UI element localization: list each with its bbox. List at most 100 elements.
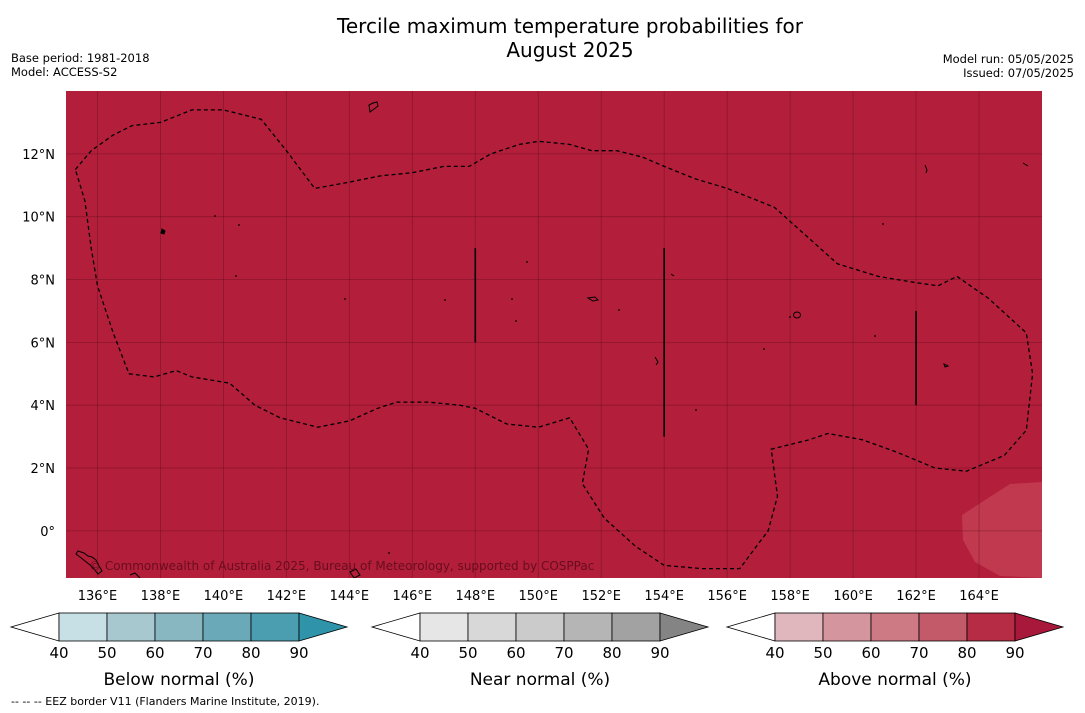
islet-dot (344, 298, 346, 300)
colorbar-segment (774, 612, 824, 642)
islet-dot (388, 552, 390, 554)
x-tick-label: 140°E (204, 589, 244, 604)
x-tick-label: 142°E (267, 589, 307, 604)
chart-title-line-1: Tercile maximum temperature probabilitie… (337, 14, 803, 38)
colorbar-tick-label: 90 (1005, 644, 1024, 662)
islet-dot (511, 298, 513, 300)
islands (75, 101, 1029, 578)
x-tick-label: 164°E (959, 589, 999, 604)
x-tick-label: 138°E (141, 589, 181, 604)
colorbar-segment (870, 612, 920, 642)
x-axis: 136°E 138°E 140°E 142°E 144°E 146°E 148°E 150°E… (78, 589, 999, 604)
islet-dot (214, 215, 216, 217)
colorbar: 40 50 60 70 80 90 Above normal (%) (725, 612, 1065, 690)
island-outline (943, 363, 950, 368)
islet-dot (444, 299, 446, 301)
colorbar-tick-label: 70 (554, 644, 573, 662)
colorbar-tick-label: 60 (861, 644, 880, 662)
colorbar-segment (563, 612, 613, 642)
island-outline (349, 568, 361, 578)
x-tick-label: 144°E (330, 589, 370, 604)
colorbar-tick-label: 50 (458, 644, 477, 662)
x-tick-label: 146°E (393, 589, 433, 604)
colorbar: 40 50 60 70 80 90 Near normal (%) (370, 612, 710, 690)
islet-dot (235, 275, 237, 277)
colorbar-label: Below normal (%) (104, 670, 255, 690)
island-outline (1022, 162, 1029, 167)
colorbar: 40 50 60 70 80 90 Below normal (%) (9, 612, 349, 690)
islet-dot (882, 223, 884, 225)
x-tick-label: 158°E (770, 589, 810, 604)
colorbar-segment (515, 612, 565, 642)
model-info: Base period: 1981-2018 Model: ACCESS-S2 (11, 51, 150, 79)
x-tick-label: 148°E (456, 589, 496, 604)
islet-dot (874, 335, 876, 337)
islet-dots (214, 215, 884, 554)
colorbar-extension-low (9, 612, 60, 642)
islet-dot (695, 409, 697, 411)
islet-dot (789, 316, 791, 318)
islet-dot (618, 309, 620, 311)
colorbar-tick-label: 50 (813, 644, 832, 662)
probability-field-minor-region (962, 482, 1042, 578)
y-tick-label: 8°N (31, 274, 56, 289)
x-tick-label: 150°E (518, 589, 558, 604)
colorbar-extension-high (1014, 612, 1065, 642)
island-outline (75, 550, 103, 575)
colorbar-tick-label: 80 (957, 644, 976, 662)
islet-dot (763, 348, 765, 350)
islet-dot (526, 261, 528, 263)
colorbar-segment (419, 612, 469, 642)
island-outline (129, 572, 141, 578)
probability-field (66, 91, 1042, 578)
colorbar-segment (918, 612, 968, 642)
eez-border (74, 109, 1034, 570)
island-outline (586, 296, 600, 302)
y-tick-label: 4°N (31, 399, 56, 414)
x-tick-label: 152°E (581, 589, 621, 604)
copyright-text: © Commonwealth of Australia 2025, Bureau… (89, 559, 594, 573)
model-run-date: Model run: 05/05/2025 (942, 52, 1074, 66)
colorbar-segment (154, 612, 204, 642)
eez-boundary-dashed (74, 109, 1034, 570)
island-outline (368, 101, 379, 113)
colorbar-segment (202, 612, 252, 642)
y-tick-label: 6°N (31, 336, 56, 351)
chart-title: Tercile maximum temperature probabilitie… (0, 14, 1085, 62)
colorbar-tick-label: 60 (506, 644, 525, 662)
island-outline (924, 164, 928, 174)
colorbar-segment (611, 612, 661, 642)
colorbar-segment (467, 612, 517, 642)
islet-dot (238, 224, 240, 226)
colorbar-tick-label: 60 (145, 644, 164, 662)
y-tick-label: 12°N (22, 148, 55, 163)
y-axis: 12°N 10°N 8°N 6°N 4°N 2°N 0° (22, 148, 55, 540)
island-outline (160, 228, 166, 235)
colorbar-tick-label: 80 (241, 644, 260, 662)
colorbar-tick-label: 90 (650, 644, 669, 662)
colorbar-tick-label: 40 (410, 644, 429, 662)
colorbar-extension-high (298, 612, 349, 642)
colorbar-tick-label: 80 (602, 644, 621, 662)
colorbar-extension-low (725, 612, 776, 642)
colorbar-tick-label: 90 (289, 644, 308, 662)
colorbar-segment (250, 612, 300, 642)
colorbar-label: Near normal (%) (470, 670, 610, 690)
islet-dot (515, 320, 517, 322)
model-name: Model: ACCESS-S2 (11, 65, 118, 79)
run-info: Model run: 05/05/2025 Issued: 07/05/2025 (943, 52, 1074, 80)
island-outline (654, 356, 659, 366)
colorbar-segment (966, 612, 1016, 642)
eez-footnote: -- -- -- EEZ border V11 (Flanders Marine… (11, 695, 320, 708)
x-tick-label: 156°E (707, 589, 747, 604)
colorbar-tick-label: 40 (765, 644, 784, 662)
y-tick-label: 2°N (31, 462, 56, 477)
colorbar-label: Above normal (%) (818, 670, 971, 690)
island-outline (793, 311, 801, 319)
x-tick-label: 154°E (644, 589, 684, 604)
y-tick-label: 0° (40, 525, 55, 540)
colorbar-tick-label: 40 (49, 644, 68, 662)
x-tick-label: 136°E (78, 589, 118, 604)
colorbar-extension-low (370, 612, 421, 642)
